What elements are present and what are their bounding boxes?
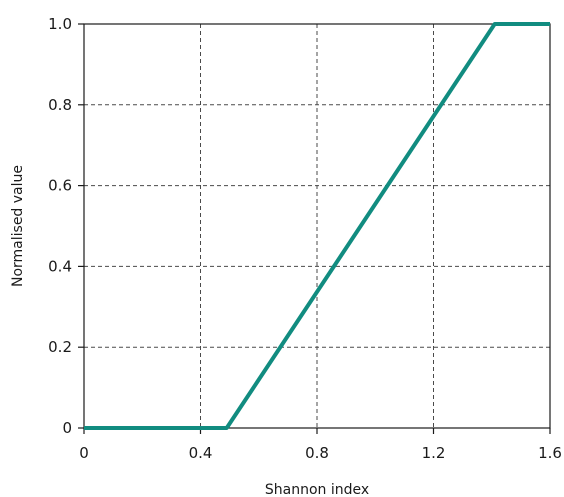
x-tick-label: 0.8 [305, 444, 329, 462]
x-tick-label: 1.6 [538, 444, 562, 462]
y-axis-label: Normalised value [10, 165, 26, 287]
y-tick-label: 0.8 [48, 96, 72, 114]
series-line [84, 22, 550, 430]
y-tick-label: 0.6 [48, 177, 72, 195]
axis-ticks: 0 0.4 0.8 1.2 1.6 0 0.2 0.4 0.6 0.8 1.0 [48, 15, 562, 462]
x-tick-label: 0 [79, 444, 89, 462]
grid [84, 24, 550, 428]
series-layer [84, 22, 550, 430]
x-tick-label: 1.2 [422, 444, 446, 462]
y-tick-label: 1.0 [48, 15, 72, 33]
y-tick-label: 0.2 [48, 338, 72, 356]
y-tick-label: 0 [62, 419, 72, 437]
x-axis-label: Shannon index [265, 482, 369, 497]
y-tick-label: 0.4 [48, 257, 72, 275]
x-tick-label: 0.4 [189, 444, 213, 462]
